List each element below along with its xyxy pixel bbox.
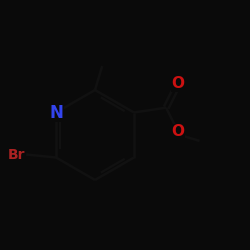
Text: O: O [172, 124, 184, 140]
Text: O: O [172, 76, 184, 91]
Text: Br: Br [8, 148, 25, 162]
Text: N: N [49, 104, 63, 122]
